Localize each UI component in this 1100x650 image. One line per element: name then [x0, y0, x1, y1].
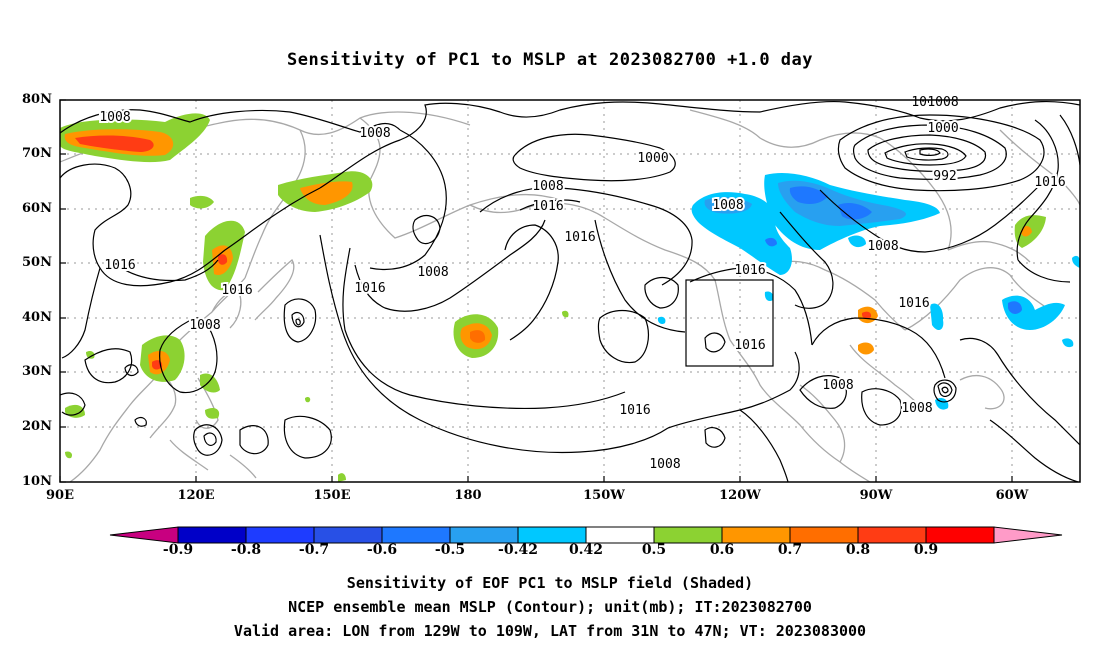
contour-label: 1008 [927, 95, 958, 110]
contour-label: 1016 [564, 230, 595, 245]
colorbar-label: 0.6 [709, 542, 735, 558]
lon-label: 120W [719, 488, 761, 503]
contour-label: 1008 [911, 95, 942, 110]
caption-line-1: Sensitivity of EOF PC1 to MSLP field (Sh… [346, 574, 754, 592]
lat-label: 70N [22, 146, 52, 161]
lon-label: 60W [995, 488, 1029, 503]
contour-label: 1008 [649, 457, 680, 472]
colorbar-bin [381, 526, 451, 544]
contour-label: 1008 [189, 318, 220, 333]
map-frame [59, 99, 1081, 483]
contour-label: 1016 [354, 281, 385, 296]
lon-label: 150W [583, 488, 625, 503]
lat-label: 40N [22, 310, 52, 325]
colorbar-label: -0.8 [230, 542, 262, 558]
mslp-contours [60, 100, 1080, 482]
contour-label: 1008 [532, 179, 563, 194]
contour-label: 1016 [104, 258, 135, 273]
lat-label: 30N [22, 364, 52, 379]
colorbar-bin [857, 526, 927, 544]
contour-label: 1016 [734, 263, 765, 278]
shaded-sensitivity [60, 113, 1080, 482]
colorbar-label: -0.6 [366, 542, 398, 558]
plot-title: Sensitivity of PC1 to MSLP at 2023082700… [286, 50, 813, 70]
contour-label: 1016 [619, 403, 650, 418]
contour-label: 1000 [927, 121, 958, 136]
colorbar-arrow-high [993, 526, 1063, 544]
colorbar-bin [449, 526, 519, 544]
colorbar-bin [925, 526, 995, 544]
colorbar-bin [313, 526, 383, 544]
colorbar-label: -0.5 [434, 542, 466, 558]
lon-label: 180 [454, 488, 482, 503]
axis-ticks [59, 99, 1013, 483]
lat-label: 10N [22, 474, 52, 489]
colorbar-bin [721, 526, 791, 544]
lat-label: 20N [22, 419, 52, 434]
colorbar-label: -0.7 [298, 542, 330, 558]
caption-line-3: Valid area: LON from 129W to 109W, LAT f… [233, 622, 867, 640]
contour-label: 1016 [532, 199, 563, 214]
colorbar-label: 0.42 [568, 542, 604, 558]
contour-label: 1008 [901, 401, 932, 416]
lon-label: 150E [313, 488, 351, 503]
contour-label: 1016 [734, 338, 765, 353]
colorbar-label: 0.9 [913, 542, 939, 558]
lat-label: 80N [22, 92, 52, 107]
lon-label: 90W [859, 488, 893, 503]
colorbar-label: 0.7 [777, 542, 803, 558]
lon-label: 90E [46, 488, 74, 503]
contour-label-texts: 1008100810081000100810161016100810161016… [97, 93, 1067, 474]
colorbar-bin [789, 526, 859, 544]
colorbar-bin [177, 526, 247, 544]
colorbar-label: -0.9 [162, 542, 194, 558]
caption-line-2: NCEP ensemble mean MSLP (Contour); unit(… [288, 598, 812, 616]
colorbar-bin [653, 526, 723, 544]
colorbar-bin [585, 526, 655, 544]
contour-label: 1008 [417, 265, 448, 280]
contour-label: 1008 [867, 239, 898, 254]
contour-label: 1008 [99, 110, 130, 125]
colorbar-bin [517, 526, 587, 544]
lat-label: 50N [22, 255, 52, 270]
colorbar-label: 0.5 [641, 542, 667, 558]
contour-label: 1008 [712, 198, 743, 213]
contour-label: 1016 [1034, 175, 1065, 190]
colorbar-label: 0.8 [845, 542, 871, 558]
contour-label: 1008 [822, 378, 853, 393]
colorbar-bin [245, 526, 315, 544]
contour-label: 1000 [637, 151, 668, 166]
contour-label: 992 [933, 169, 956, 184]
contour-label: 1016 [898, 296, 929, 311]
lon-label: 120E [177, 488, 215, 503]
contour-label: 1008 [359, 126, 390, 141]
contour-label: 1016 [221, 283, 252, 298]
valid-area-box [685, 279, 774, 367]
colorbar-label: -0.42 [498, 542, 538, 558]
lat-label: 60N [22, 201, 52, 216]
colorbar-arrow-low [109, 526, 179, 544]
